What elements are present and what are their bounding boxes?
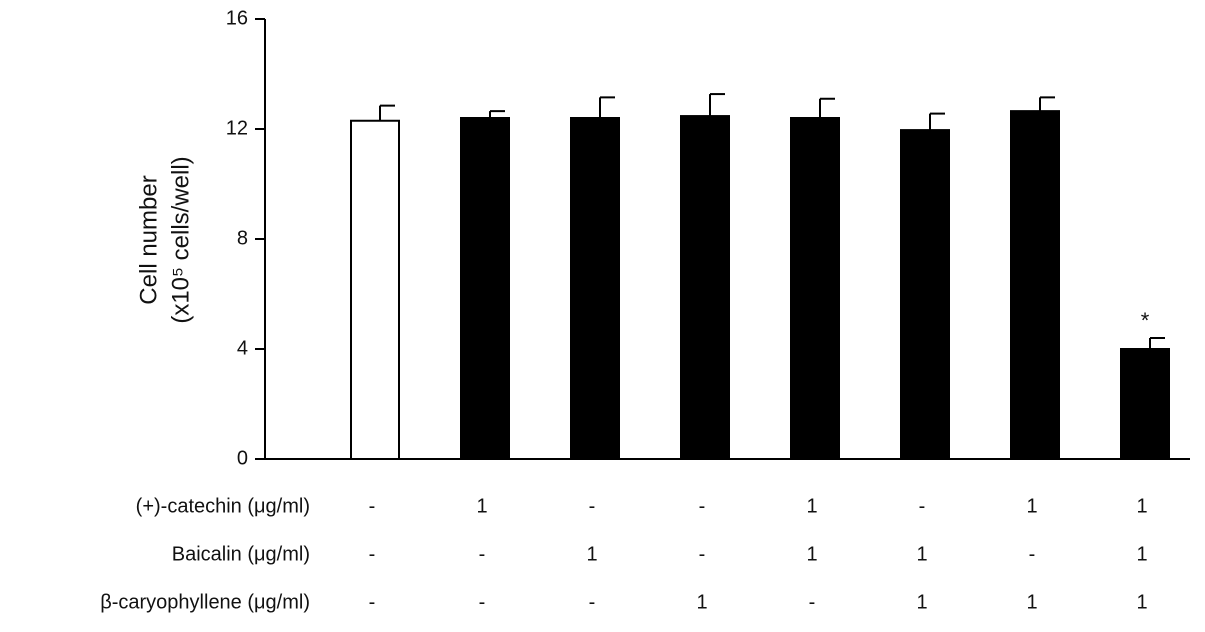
y-tick-label: 8 — [237, 227, 248, 249]
condition-value: - — [699, 495, 706, 517]
annotation: * — [1141, 308, 1150, 333]
bar — [350, 119, 400, 460]
condition-value: 1 — [916, 591, 927, 613]
condition-value: - — [699, 543, 706, 565]
condition-value: 1 — [586, 543, 597, 565]
y-axis-label: (x10⁵ cells/well) — [167, 156, 194, 323]
bar — [900, 129, 950, 460]
condition-value: - — [479, 591, 486, 613]
y-tick-label: 4 — [237, 337, 248, 359]
bar — [1010, 110, 1060, 460]
y-axis-label: Cell number — [135, 175, 162, 304]
condition-value: 1 — [476, 495, 487, 517]
condition-value: - — [589, 591, 596, 613]
y-tick-label: 16 — [226, 7, 248, 29]
condition-label: (+)-catechin (μg/ml) — [136, 495, 310, 517]
condition-value: 1 — [916, 543, 927, 565]
condition-value: 1 — [1136, 495, 1147, 517]
y-tick-label: 0 — [237, 447, 248, 469]
condition-label: Baicalin (μg/ml) — [172, 543, 310, 565]
condition-value: - — [369, 591, 376, 613]
y-tick-label: 12 — [226, 117, 248, 139]
condition-value: - — [369, 543, 376, 565]
condition-value: - — [479, 543, 486, 565]
condition-value: 1 — [806, 495, 817, 517]
condition-value: - — [809, 591, 816, 613]
bar — [1120, 348, 1170, 460]
condition-value: 1 — [806, 543, 817, 565]
bar — [460, 117, 510, 460]
condition-value: 1 — [1026, 591, 1037, 613]
condition-value: - — [1029, 543, 1036, 565]
bar — [790, 117, 840, 460]
condition-value: - — [589, 495, 596, 517]
condition-value: 1 — [1136, 543, 1147, 565]
condition-value: - — [369, 495, 376, 517]
condition-value: - — [919, 495, 926, 517]
condition-label: β-caryophyllene (μg/ml) — [100, 591, 310, 613]
condition-value: 1 — [1026, 495, 1037, 517]
bar — [570, 117, 620, 460]
condition-value: 1 — [1136, 591, 1147, 613]
bar — [680, 115, 730, 460]
condition-value: 1 — [696, 591, 707, 613]
